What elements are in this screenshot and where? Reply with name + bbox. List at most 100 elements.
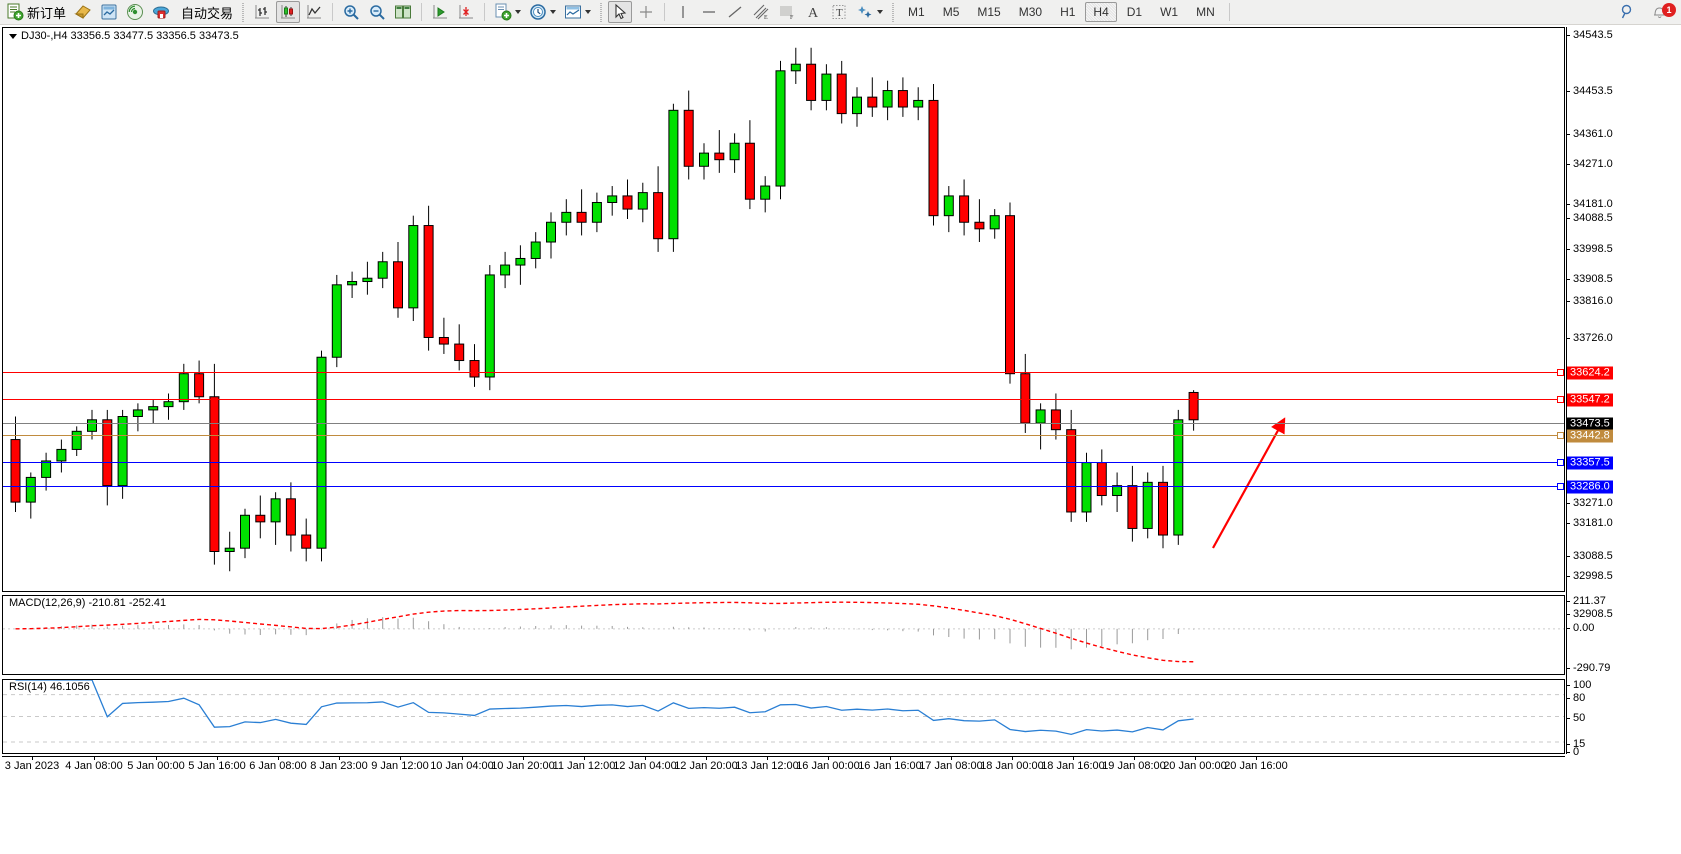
text-box-button[interactable]: T	[827, 1, 851, 23]
zoom-in-button[interactable]	[339, 1, 363, 23]
price-level-tag-current-price[interactable]: 33473.5	[1567, 417, 1613, 431]
chevron-down-icon-4[interactable]	[877, 10, 884, 14]
time-tick-label: 5 Jan 00:00	[127, 760, 185, 772]
fibonacci-button[interactable]: F	[775, 1, 799, 23]
time-tick	[217, 756, 218, 760]
price-tick-label: 33088.5	[1573, 550, 1613, 562]
objects-button[interactable]	[853, 1, 886, 23]
price-tick-label: 34181.0	[1573, 198, 1613, 210]
time-tick	[1256, 756, 1257, 760]
bar-chart-button[interactable]	[250, 1, 274, 23]
chevron-down-icon-2[interactable]	[550, 10, 557, 14]
new-order-button[interactable]: 新订单	[3, 1, 69, 23]
timeframe-mn[interactable]: MN	[1196, 5, 1215, 19]
time-tick-label: 13 Jan 12:00	[735, 760, 799, 772]
price-level-handle-support-2[interactable]	[1557, 483, 1564, 490]
timeframe-m1[interactable]: M1	[908, 5, 925, 19]
price-level-tag-support-2[interactable]: 33286.0	[1567, 480, 1613, 494]
candle-body	[194, 373, 205, 398]
price-level-handle-resistance-1[interactable]	[1557, 369, 1564, 376]
price-level-tag-support-1[interactable]: 33357.5	[1567, 456, 1613, 470]
time-tick	[278, 756, 279, 760]
price-level-tag-resistance-1[interactable]: 33624.2	[1567, 366, 1613, 380]
price-tick	[1566, 204, 1570, 205]
text-box-icon: T	[832, 5, 846, 19]
new-order-label: 新订单	[27, 5, 67, 21]
horizontal-line-button[interactable]	[697, 1, 721, 23]
candle-body	[209, 396, 220, 552]
price-level-tag-order-level[interactable]: 33442.8	[1567, 429, 1613, 443]
price-level-line-order-level[interactable]	[3, 435, 1564, 436]
time-tick	[951, 756, 952, 760]
price-tick	[1566, 576, 1570, 577]
timeframe-h4[interactable]: H4	[1085, 2, 1117, 22]
candle-body	[974, 221, 985, 230]
macd-indicator-panel[interactable]: MACD(12,26,9) -210.81 -252.41	[2, 595, 1565, 675]
timeframe-m30[interactable]: M30	[1018, 5, 1043, 19]
market-button[interactable]	[149, 1, 173, 23]
price-tick	[1566, 556, 1570, 557]
timeframe-m5[interactable]: M5	[942, 5, 960, 19]
auto-scroll-button[interactable]	[428, 1, 452, 23]
line-chart-button[interactable]	[302, 1, 326, 23]
price-level-line-current-price[interactable]	[3, 423, 1564, 424]
price-level-line-resistance-2[interactable]	[3, 399, 1564, 400]
time-axis-line	[2, 756, 1565, 757]
price-tick	[1566, 164, 1570, 165]
candle-body	[653, 192, 664, 240]
price-level-line-support-1[interactable]	[3, 462, 1564, 463]
time-tick	[828, 756, 829, 760]
price-level-tag-resistance-2[interactable]: 33547.2	[1567, 393, 1613, 407]
price-level-handle-order-level[interactable]	[1557, 432, 1564, 439]
cursor-button[interactable]	[608, 1, 633, 23]
signals-button[interactable]	[123, 1, 147, 23]
price-chart-panel[interactable]: DJ30-,H4 33356.5 33477.5 33356.5 33473.5	[2, 27, 1565, 592]
objects-icon	[858, 6, 872, 18]
time-axis[interactable]: 3 Jan 2023 4 Jan 08:00 5 Jan 00:00 5 Jan 16…	[2, 756, 1565, 776]
candle-body	[1035, 409, 1046, 424]
templates-button[interactable]	[561, 1, 594, 23]
time-tick	[890, 756, 891, 760]
main-toolbar: 新订单 自动交易	[0, 0, 1681, 25]
candle-body	[683, 109, 694, 167]
auto-trading-button[interactable]: 自动交易	[175, 1, 236, 23]
price-level-line-support-2[interactable]	[3, 486, 1564, 487]
indicators-button[interactable]	[491, 1, 524, 23]
metaeditor-button[interactable]	[71, 1, 95, 23]
zoom-out-button[interactable]	[365, 1, 389, 23]
chevron-down-icon-3[interactable]	[585, 10, 592, 14]
timeframe-m15[interactable]: M15	[977, 5, 1001, 19]
crosshair-button[interactable]	[634, 1, 658, 23]
toolbar-separator-3	[890, 2, 897, 22]
data-window-button[interactable]	[97, 1, 121, 23]
rsi-indicator-panel[interactable]: RSI(14) 46.1056	[2, 679, 1565, 754]
text-label-button[interactable]: A	[801, 1, 825, 23]
timeframe-d1[interactable]: D1	[1126, 5, 1143, 19]
equidistant-channel-button[interactable]: E	[749, 1, 773, 23]
period-button[interactable]	[526, 1, 559, 23]
search-icon	[1621, 4, 1632, 19]
time-tick-label: 5 Jan 16:00	[188, 760, 246, 772]
price-level-line-resistance-1[interactable]	[3, 372, 1564, 373]
chart-end-button[interactable]	[454, 1, 478, 23]
chart-shift-button[interactable]	[391, 1, 415, 23]
chart-menu-caret-icon[interactable]	[9, 33, 17, 39]
vertical-line-button[interactable]	[671, 1, 695, 23]
chart-symbol-ohlc: DJ30-,H4 33356.5 33477.5 33356.5 33473.5	[21, 30, 239, 42]
notifications-button[interactable]: 1	[1647, 1, 1676, 23]
price-axis[interactable]: 34543.5 34453.5 34361.0 34271.0 34181.0 34088…	[1566, 27, 1679, 758]
timeframe-h1[interactable]: H1	[1060, 5, 1076, 19]
search-button[interactable]	[1616, 1, 1640, 23]
time-tick	[1134, 756, 1135, 760]
timeframe-w1[interactable]: W1	[1160, 5, 1179, 19]
candle-body	[714, 152, 725, 161]
candle-body	[668, 109, 679, 240]
candle-body	[301, 534, 312, 549]
price-level-handle-support-1[interactable]	[1557, 459, 1564, 466]
chevron-down-icon[interactable]	[515, 10, 522, 14]
candle-body	[867, 96, 878, 108]
candlestick-chart-button[interactable]	[276, 1, 301, 23]
candlestick-chart-icon	[281, 5, 296, 19]
trendline-button[interactable]	[723, 1, 747, 23]
price-level-handle-resistance-2[interactable]	[1557, 396, 1564, 403]
